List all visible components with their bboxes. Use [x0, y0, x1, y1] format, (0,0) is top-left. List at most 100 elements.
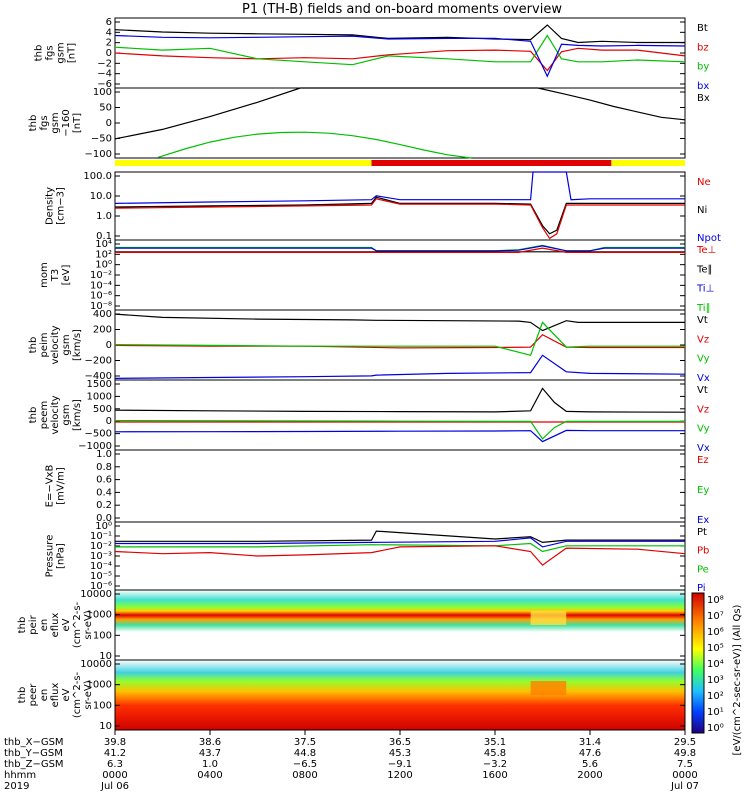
y-tick-label: 10000: [80, 659, 112, 670]
mode-segment: [611, 160, 685, 166]
legend-entry: Bx: [697, 93, 710, 104]
x-tick-label: 2000: [577, 770, 602, 781]
y-tick-label: 10⁻³: [90, 551, 112, 562]
y-tick-label: 10⁻¹: [90, 531, 112, 542]
y-axis-label: [nPa]: [56, 543, 67, 569]
y-tick-label: 1000: [87, 391, 112, 402]
y-axis-label: mom: [39, 262, 50, 288]
y-tick-label: 0: [106, 340, 112, 351]
y-axis-label: [km/s]: [72, 399, 83, 431]
y-tick-label: −100: [85, 149, 112, 160]
x-tick-label: 43.7: [199, 748, 221, 759]
y-tick-label: 1500: [87, 379, 112, 390]
y-axis-label: fgs: [39, 115, 50, 130]
legend-entry: bz: [697, 42, 709, 53]
legend-entry: Vx: [697, 443, 710, 454]
series-line: [115, 530, 685, 544]
y-axis-label: peer: [28, 683, 39, 707]
panel-efield: 1.0 0.8 0.60.4 0.2 0.0 E=−VxB [mV/m] Ez Ey Ex: [45, 449, 710, 526]
legend-entry: Ex: [697, 515, 709, 526]
figure-title: P1 (TH-B) fields and on-board moments ov…: [242, 2, 562, 17]
x-row-label: hhmm: [4, 770, 36, 781]
y-tick-label: 1.0: [96, 449, 112, 460]
y-tick-label: 10⁻⁵: [90, 571, 112, 582]
panel-frame: [114, 87, 686, 159]
legend-entry: Vy: [697, 354, 710, 365]
y-axis-label: eV: [61, 688, 72, 701]
legend-entry: Vt: [697, 385, 708, 396]
series-line: [114, 420, 685, 440]
series-line: [114, 313, 685, 332]
mode-segment: [371, 160, 612, 166]
x-tick-label: 5.6: [582, 759, 598, 770]
y-tick-label: 1.0: [96, 211, 112, 222]
x-tick-label: Jul 07: [670, 781, 699, 792]
y-axis-label: [cm−3]: [56, 187, 67, 225]
y-tick-label: −200: [85, 356, 112, 367]
colorbar-tick: 10⁰: [707, 723, 724, 734]
y-tick-label: 0: [106, 48, 112, 59]
legend-entry: Ne: [697, 177, 711, 188]
series-line: [114, 34, 686, 66]
x-row-label: 2019: [4, 781, 29, 792]
y-tick-label: 1000: [87, 680, 112, 691]
y-tick-label: 200: [93, 325, 112, 336]
y-tick-label: −1000: [78, 441, 112, 452]
y-tick-label: −2: [97, 58, 112, 69]
y-axis-label: gsm: [61, 334, 72, 355]
panel-frame: [114, 17, 686, 89]
y-axis-label: gsm: [56, 42, 67, 63]
series-line: [115, 247, 685, 253]
x-tick-label: 38.6: [199, 737, 221, 748]
x-tick-label: 41.2: [104, 748, 126, 759]
y-tick-label: 500: [93, 404, 112, 415]
y-tick-label: 10000: [80, 589, 112, 600]
y-tick-label: −6: [97, 79, 112, 90]
y-axis-label: sr-eV): [83, 610, 94, 639]
y-axis-label: peim: [39, 332, 50, 357]
legend-entry: by: [697, 62, 709, 73]
colorbar-tick: 10⁷: [707, 611, 724, 622]
y-axis-label: en: [39, 689, 50, 702]
y-tick-label: 10⁻⁶: [90, 291, 112, 302]
colorbar-tick: 10³: [707, 675, 724, 686]
y-tick-label: 100.0: [83, 171, 112, 182]
y-tick-label: 100: [93, 630, 112, 641]
colorbar-tick: 10¹: [707, 707, 724, 718]
y-tick-label: 10⁻²: [90, 541, 112, 552]
series-line: [114, 87, 686, 140]
y-tick-label: 0.2: [96, 500, 112, 511]
x-row-label: thb_Z−GSM: [4, 759, 64, 770]
y-tick-label: 10: [99, 651, 112, 662]
y-axis-label: velocity: [50, 395, 61, 434]
y-tick-label: 10⁴: [95, 239, 112, 250]
colorbar-label: [eV/(cm^2-sec-sr-eV)] (All Qs): [732, 604, 743, 755]
y-tick-label: −50: [91, 134, 112, 145]
y-axis-label: gsm: [61, 404, 72, 425]
y-tick-label: −400: [85, 371, 112, 382]
legend-entry: Vx: [697, 373, 710, 384]
y-tick-label: 10⁻⁴: [90, 280, 112, 291]
x-tick-label: 29.5: [674, 737, 696, 748]
x-row-label: thb_Y−GSM: [4, 748, 63, 759]
x-tick-label: 0400: [197, 770, 222, 781]
y-tick-label: 10⁻²: [90, 270, 112, 281]
legend-entry: Pi: [697, 583, 706, 594]
y-axis-label: thb: [28, 407, 39, 424]
series-line: [114, 34, 686, 78]
y-tick-label: 10⁰: [95, 260, 112, 271]
panel-fgs-lo: 100 50 0 −50 −100 thb fgs gsm −160 [nT] Bx: [28, 87, 710, 160]
colorbar-tick: 10⁶: [707, 627, 724, 638]
y-tick-label: 0.6: [96, 475, 112, 486]
y-axis-label: en: [39, 619, 50, 632]
x-tick-label: 44.8: [294, 748, 316, 759]
y-tick-label: 1000: [87, 610, 112, 621]
y-axis-label: sr-eV): [83, 680, 94, 709]
x-tick-label: 39.8: [104, 737, 126, 748]
y-axis-label: thb: [28, 337, 39, 354]
y-tick-label: −500: [85, 429, 112, 440]
spectrogram-feature: [530, 611, 567, 625]
y-tick-label: −4: [97, 69, 112, 80]
